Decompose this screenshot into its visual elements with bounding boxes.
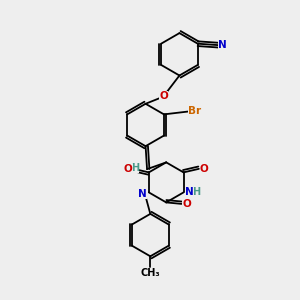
Text: CH₃: CH₃ <box>140 268 160 278</box>
Text: O: O <box>182 199 191 209</box>
Text: N: N <box>218 40 227 50</box>
Text: O: O <box>160 91 168 100</box>
Text: O: O <box>124 164 133 174</box>
Text: Br: Br <box>188 106 201 116</box>
Text: O: O <box>200 164 208 174</box>
Text: H: H <box>192 188 200 197</box>
Text: N: N <box>185 188 194 197</box>
Text: N: N <box>138 189 147 199</box>
Text: H: H <box>130 163 139 173</box>
